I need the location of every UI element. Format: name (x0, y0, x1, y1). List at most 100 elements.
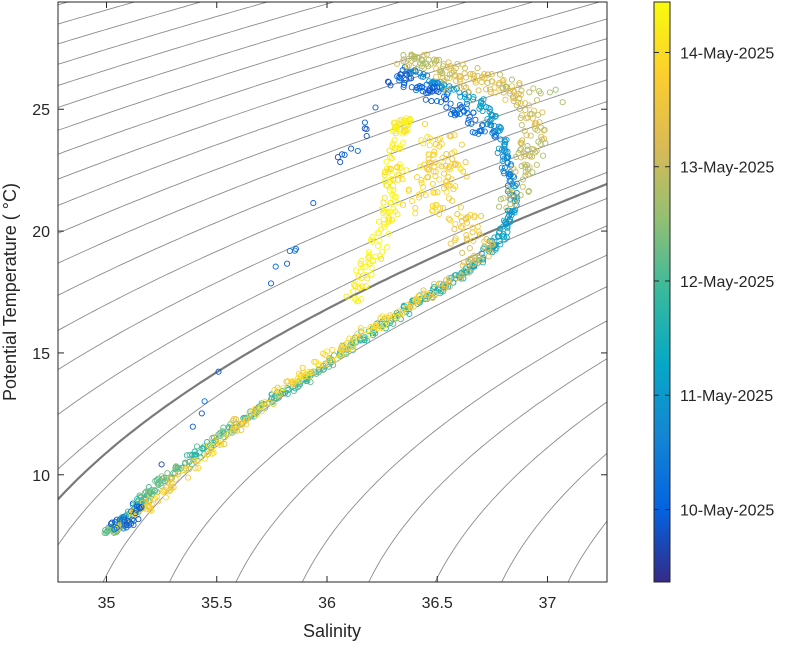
data-point (167, 475, 174, 482)
data-point (517, 192, 524, 199)
data-point (383, 158, 390, 165)
data-point (404, 63, 411, 70)
data-point (510, 165, 517, 172)
colorbar-date-label: 11-May-2025 (680, 388, 773, 405)
data-point (430, 189, 437, 196)
data-point (399, 308, 406, 315)
data-point (425, 151, 433, 158)
data-point (464, 237, 471, 244)
data-point (491, 128, 498, 135)
data-point (478, 127, 485, 134)
data-point (436, 176, 443, 183)
data-point (467, 70, 474, 78)
data-point (357, 334, 364, 341)
data-point (494, 149, 501, 156)
data-point (416, 194, 423, 201)
data-point (220, 424, 227, 431)
data-point (215, 368, 222, 375)
isopycnal-contours (58, 2, 607, 582)
data-point (356, 285, 363, 292)
data-point (450, 186, 457, 193)
data-point (452, 220, 459, 227)
data-point (406, 75, 413, 82)
data-point (384, 78, 392, 85)
data-point (484, 121, 491, 128)
isopycnal-line (58, 147, 607, 416)
isopycnal-line (58, 2, 70, 6)
data-point (435, 56, 443, 63)
data-point (415, 191, 423, 198)
data-point (348, 145, 355, 152)
data-point (235, 421, 242, 428)
data-point (446, 163, 453, 171)
data-point (385, 230, 392, 237)
data-point (414, 174, 421, 181)
data-points (101, 51, 566, 537)
data-point (519, 183, 526, 190)
data-point (270, 400, 277, 408)
data-point (353, 267, 360, 274)
data-point (350, 281, 358, 288)
data-point (445, 158, 452, 165)
data-point (463, 173, 470, 180)
data-point (258, 403, 265, 410)
data-point (352, 280, 359, 287)
data-point (512, 168, 519, 175)
data-point (461, 70, 468, 77)
data-point (502, 219, 509, 226)
data-point (470, 109, 477, 116)
data-point (221, 434, 228, 441)
data-point (129, 500, 136, 507)
x-axis: 35 35.5 36 36.5 37 (98, 2, 556, 612)
data-point (442, 179, 449, 186)
data-point (406, 115, 413, 123)
isopycnal-line (501, 452, 607, 582)
data-point (538, 124, 545, 131)
data-point (225, 430, 232, 437)
data-point (476, 127, 483, 135)
data-point (497, 196, 504, 203)
data-point (402, 126, 409, 133)
x-axis-title: Salinity (303, 621, 361, 641)
data-point (220, 433, 227, 441)
data-point (364, 275, 371, 282)
data-point (362, 272, 369, 279)
data-point (504, 182, 511, 189)
data-point (427, 135, 434, 142)
data-point (446, 216, 454, 223)
isopycnal-line (58, 2, 602, 180)
isopycnal-line (58, 2, 336, 86)
highlighted-isopycnal (58, 182, 607, 502)
data-point (432, 202, 439, 209)
data-point (382, 314, 389, 321)
data-point (193, 443, 200, 450)
data-point (359, 264, 366, 271)
data-point (367, 236, 375, 244)
data-point (476, 231, 483, 238)
isopycnal-line (58, 2, 402, 108)
data-point (357, 261, 364, 268)
data-point (338, 351, 345, 358)
data-point (151, 495, 158, 502)
data-point (522, 172, 529, 179)
data-point (488, 71, 495, 78)
data-point (443, 104, 450, 111)
data-point (451, 226, 458, 233)
data-point (529, 169, 536, 176)
data-point (257, 404, 264, 411)
data-point (475, 87, 482, 94)
data-point (463, 105, 470, 112)
data-point (502, 96, 509, 103)
data-point (533, 120, 540, 127)
data-point (414, 54, 421, 61)
data-point (478, 103, 485, 110)
data-point (507, 201, 514, 208)
data-point (521, 161, 528, 168)
data-point (501, 137, 508, 144)
data-point (447, 240, 454, 247)
data-point (443, 277, 450, 284)
data-point (400, 58, 407, 65)
data-point (530, 85, 537, 92)
